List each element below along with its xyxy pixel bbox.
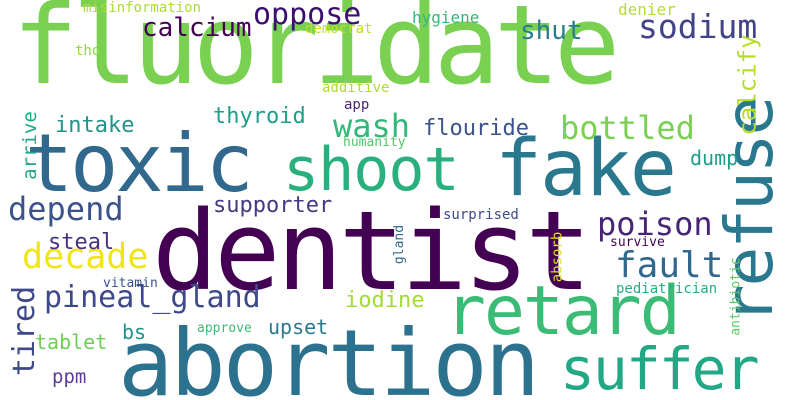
word: supporter xyxy=(213,193,333,218)
word: intake xyxy=(55,113,135,138)
word: ppm xyxy=(52,366,87,388)
word: bs xyxy=(122,320,147,344)
word: denier xyxy=(618,0,676,19)
word: humanity xyxy=(343,135,406,150)
word: suffer xyxy=(560,335,760,400)
word: additive xyxy=(322,80,390,96)
word: vitamin xyxy=(103,276,158,291)
word: misinformation xyxy=(83,0,202,16)
word: fake xyxy=(495,124,677,214)
word: app xyxy=(344,97,370,113)
word: shoot xyxy=(283,135,460,205)
word: sodium xyxy=(638,7,758,46)
word: calcify xyxy=(733,34,762,136)
word: abortion xyxy=(118,310,540,400)
word: decade xyxy=(22,237,149,277)
word: wash xyxy=(333,107,411,145)
word: shut xyxy=(520,16,583,46)
word: tablet xyxy=(35,330,108,354)
word: dentist xyxy=(152,187,592,315)
word: approve xyxy=(197,321,252,336)
word: thyroid xyxy=(213,104,306,129)
word: poison xyxy=(597,205,713,243)
word: gland xyxy=(392,224,408,265)
word: calcium xyxy=(142,13,252,43)
word: iodine xyxy=(345,288,425,313)
word: oppose xyxy=(253,0,362,32)
word: dump xyxy=(690,146,739,170)
word: fluoridate xyxy=(12,0,620,109)
word: antibiotic xyxy=(728,257,744,336)
word: upset xyxy=(268,315,329,339)
word: depend xyxy=(8,190,124,228)
word: bottled xyxy=(560,109,695,147)
word: pineal_gland xyxy=(44,280,261,315)
word: retard xyxy=(445,272,681,351)
word: steal xyxy=(48,230,115,255)
word: flouride xyxy=(423,116,529,141)
word: fault xyxy=(615,245,724,286)
word: absorb xyxy=(549,231,566,283)
word: arrive xyxy=(18,111,41,180)
word: survive xyxy=(610,235,665,250)
word: tho xyxy=(75,43,101,59)
word: surprised xyxy=(443,207,519,223)
word: toxic xyxy=(25,117,254,210)
word: pediatrician xyxy=(616,281,718,297)
word: democrat xyxy=(305,21,373,37)
word: hygiene xyxy=(412,8,480,27)
